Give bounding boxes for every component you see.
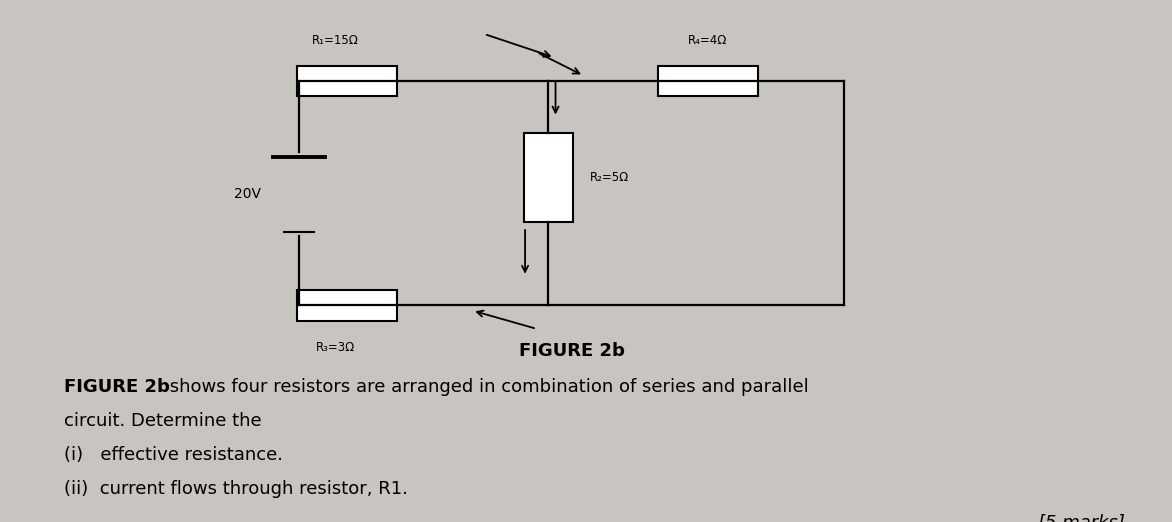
Text: [5 marks]: [5 marks] [1038, 514, 1125, 522]
Text: (ii)  current flows through resistor, R1.: (ii) current flows through resistor, R1. [64, 480, 408, 498]
Bar [297, 66, 396, 96]
Text: R₂=5Ω: R₂=5Ω [590, 171, 628, 184]
Bar [657, 66, 757, 96]
Text: R₁=15Ω: R₁=15Ω [312, 34, 359, 47]
Bar [524, 133, 573, 222]
Text: (i)   effective resistance.: (i) effective resistance. [64, 446, 284, 464]
Text: R₄=4Ω: R₄=4Ω [688, 34, 728, 47]
Text: circuit. Determine the: circuit. Determine the [64, 412, 263, 430]
Text: shows four resistors are arranged in combination of series and parallel: shows four resistors are arranged in com… [164, 378, 809, 396]
Text: 20V: 20V [234, 187, 261, 201]
Text: FIGURE 2b: FIGURE 2b [64, 378, 170, 396]
Text: FIGURE 2b: FIGURE 2b [519, 342, 625, 360]
Text: R₃=3Ω: R₃=3Ω [315, 341, 355, 354]
Bar [297, 290, 396, 321]
